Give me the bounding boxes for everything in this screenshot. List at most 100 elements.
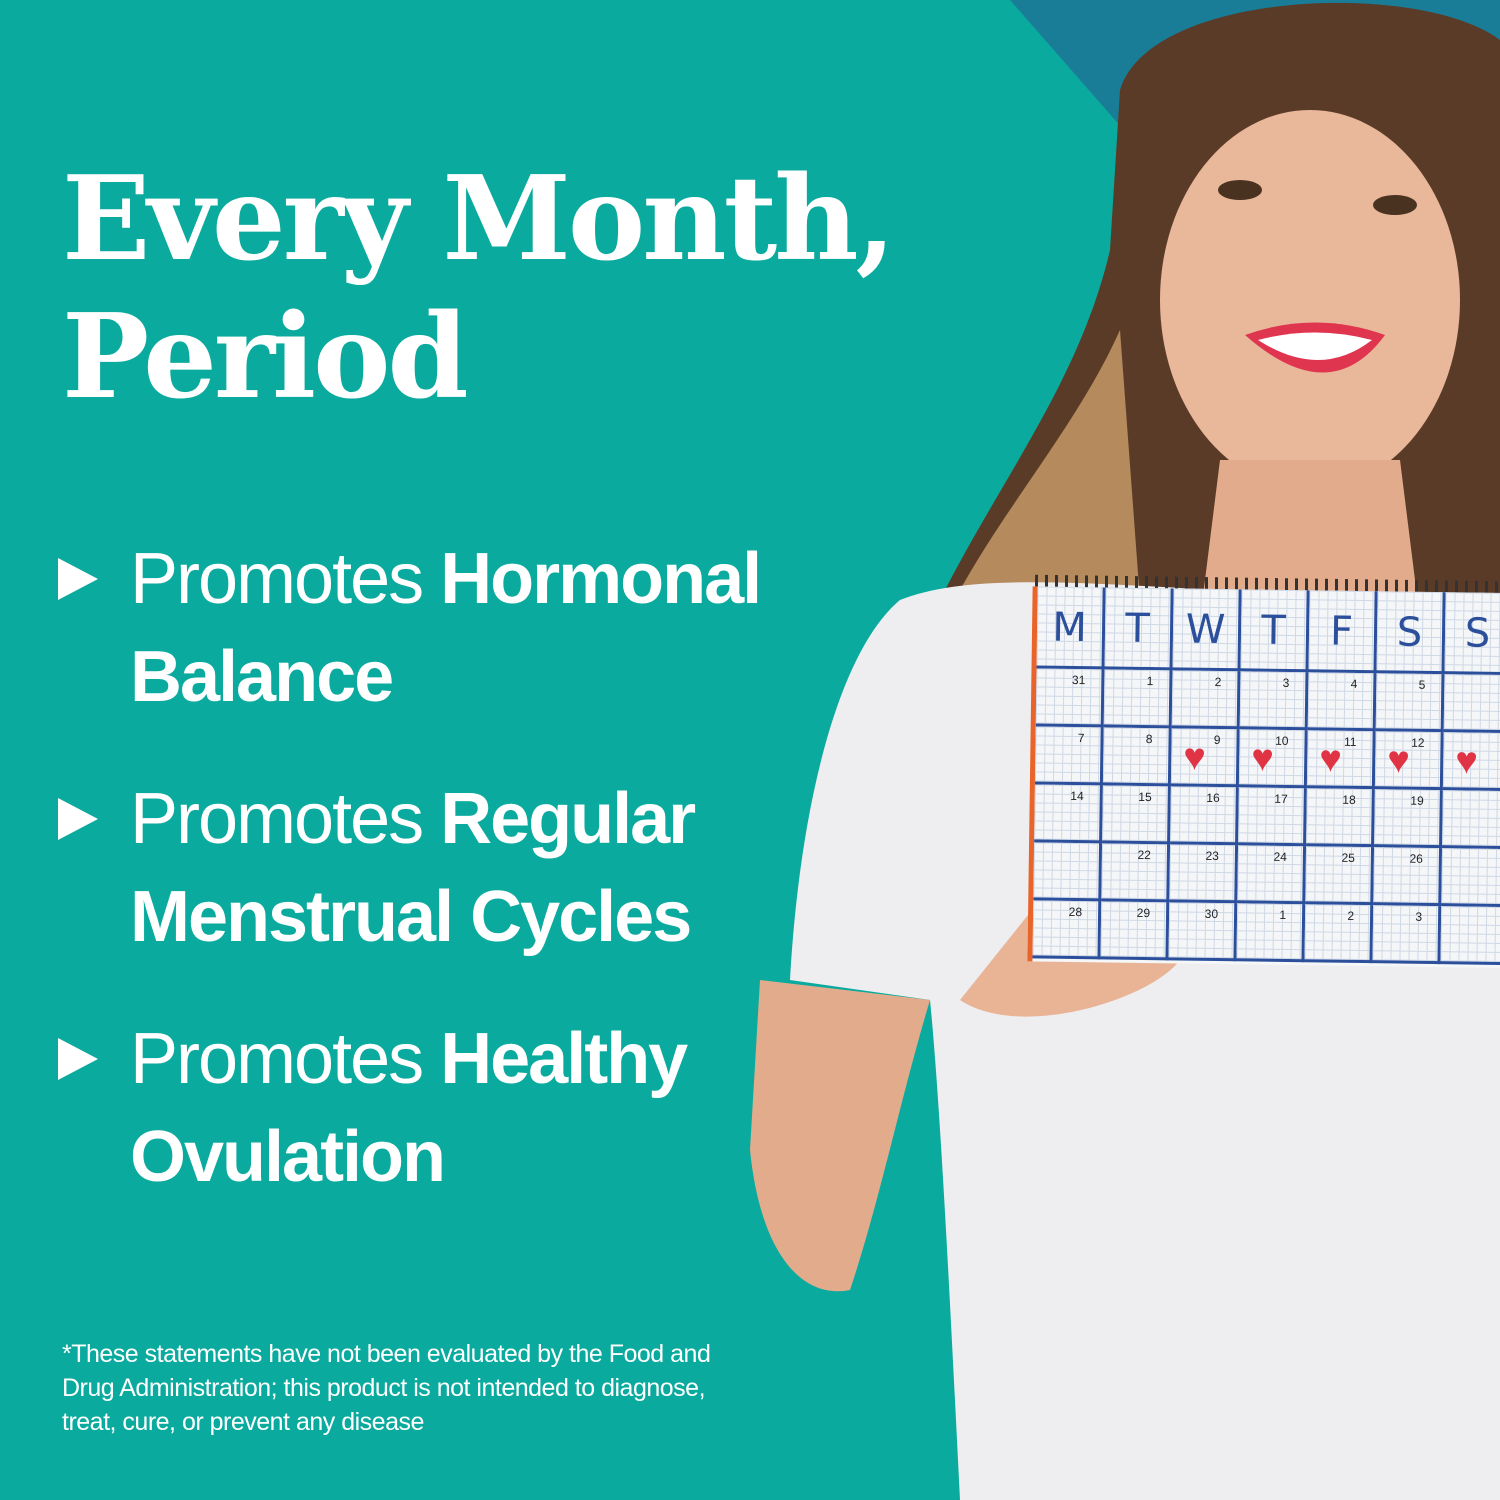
calendar-cell: 3 xyxy=(1372,905,1442,965)
calendar-date: 3 xyxy=(1282,675,1290,690)
calendar-cell: 7 xyxy=(1034,726,1104,786)
calendar-date: 19 xyxy=(1410,793,1424,808)
triangle-bullet-icon xyxy=(58,1038,98,1080)
benefit-prefix: Promotes xyxy=(130,779,441,859)
calendar-cell: 18 xyxy=(1306,788,1375,848)
benefit-bold: Regular xyxy=(440,779,696,859)
calendar-day-header: F xyxy=(1308,590,1378,674)
teeth xyxy=(1258,332,1372,360)
calendar-date: 16 xyxy=(1206,790,1220,806)
calendar-date: 30 xyxy=(1204,906,1219,922)
calendar-date: 23 xyxy=(1205,848,1219,864)
calendar-cell xyxy=(1441,848,1500,908)
heart-icon: ♥ xyxy=(1250,737,1275,780)
calendar-cell xyxy=(1442,790,1500,850)
benefit-bold: Healthy xyxy=(440,1019,688,1099)
benefit-bold: Menstrual Cycles xyxy=(130,877,692,957)
calendar-cell: ♥ 12 xyxy=(1374,731,1444,791)
headline-line-2: Period xyxy=(62,289,469,425)
calendar-date: 12 xyxy=(1411,735,1425,750)
calendar-cell: ♥ 9 xyxy=(1170,728,1240,788)
calendar-cell: 15 xyxy=(1102,785,1171,845)
benefit-item: Promotes Regular Menstrual Cycles xyxy=(58,770,858,966)
calendar-cell: 30 xyxy=(1168,902,1238,962)
triangle-bullet-icon xyxy=(58,558,98,600)
calendar-day-header: S xyxy=(1376,591,1446,675)
calendar-date: 14 xyxy=(1070,788,1084,804)
calendar-cell: 3 xyxy=(1239,671,1309,731)
calendar-date: 2 xyxy=(1347,908,1355,923)
calendar-day-header: W xyxy=(1172,588,1242,672)
calendar-date: 9 xyxy=(1213,732,1221,748)
calendar-cell: 31 xyxy=(1035,668,1105,728)
calendar-day-header: T xyxy=(1104,587,1174,671)
calendar-date: 15 xyxy=(1138,789,1152,805)
calendar-date: 11 xyxy=(1343,734,1357,749)
calendar-date: 2 xyxy=(1214,674,1222,690)
benefit-bold: Ovulation xyxy=(130,1117,446,1197)
calendar-cell: ♥ 11 xyxy=(1306,730,1376,790)
calendar-date: 17 xyxy=(1274,791,1288,806)
calendar-day-header: T xyxy=(1240,589,1310,673)
calendar-grid: M T W T F S S 31 1 2 3 4 5 7 8 ♥ 9 ♥ 10 ♥ 11 ♥ 12 ♥ 14 15 16 17 18 19… xyxy=(1032,586,1500,966)
calendar-cell: 2 xyxy=(1171,670,1241,730)
calendar-cell: 17 xyxy=(1238,787,1307,847)
calendar-cell xyxy=(1443,674,1500,734)
calendar-date: 1 xyxy=(1279,907,1287,922)
calendar-cell xyxy=(1033,842,1103,902)
calendar-cell: 8 xyxy=(1102,727,1172,787)
triangle-bullet-icon xyxy=(58,798,98,840)
calendar-cell: ♥ xyxy=(1442,732,1500,792)
benefit-item: Promotes Healthy Ovulation xyxy=(58,1010,858,1206)
calendar-day-header: S xyxy=(1444,592,1500,676)
calendar-date: 22 xyxy=(1137,847,1152,863)
calendar-cell: 1 xyxy=(1103,669,1173,729)
benefit-prefix: Promotes xyxy=(130,539,441,619)
calendar-cell xyxy=(1440,906,1500,966)
hair-light xyxy=(960,330,1140,600)
calendar-date: 4 xyxy=(1350,676,1358,691)
fda-disclaimer: *These statements have not been evaluate… xyxy=(62,1340,711,1436)
calendar-date: 24 xyxy=(1273,849,1287,864)
calendar-cell: 24 xyxy=(1237,845,1307,905)
calendar-date: 26 xyxy=(1409,851,1423,866)
calendar-date: 8 xyxy=(1145,731,1153,747)
calendar-date: 28 xyxy=(1068,904,1083,920)
headline: Every Month, Period xyxy=(62,150,896,426)
heart-icon: ♥ xyxy=(1318,738,1343,781)
calendar-date: 3 xyxy=(1415,909,1423,924)
calendar-cell: 4 xyxy=(1307,672,1377,732)
face xyxy=(1160,110,1460,490)
calendar-cell: 5 xyxy=(1375,673,1445,733)
calendar-cell: 1 xyxy=(1236,903,1306,963)
calendar-day-header: M xyxy=(1036,586,1106,670)
eye-left xyxy=(1218,180,1262,200)
arm xyxy=(750,980,930,1292)
benefit-prefix: Promotes xyxy=(130,1019,441,1099)
calendar-cell: 2 xyxy=(1304,904,1374,964)
calendar-cell: 22 xyxy=(1101,843,1171,903)
calendar-cell: 28 xyxy=(1032,900,1102,960)
benefit-item: Promotes Hormonal Balance xyxy=(58,530,858,726)
benefit-bold: Balance xyxy=(130,637,394,717)
heart-icon: ♥ xyxy=(1182,736,1207,779)
calendar-cell: 23 xyxy=(1169,844,1239,904)
calendar-date: 25 xyxy=(1341,850,1355,865)
calendar: M T W T F S S 31 1 2 3 4 5 7 8 ♥ 9 ♥ 10 ♥ 11 ♥ 12 ♥ 14 15 16 17 18 19… xyxy=(1027,586,1500,969)
calendar-date: 10 xyxy=(1275,733,1289,748)
calendar-date: 1 xyxy=(1146,673,1154,689)
benefit-bold: Hormonal xyxy=(440,539,762,619)
benefit-list: Promotes Hormonal Balance Promotes Regul… xyxy=(58,530,858,1250)
calendar-cell: 25 xyxy=(1305,846,1375,906)
calendar-cell: 14 xyxy=(1034,784,1103,844)
calendar-cell: 29 xyxy=(1100,901,1170,961)
eye-right xyxy=(1373,195,1417,215)
headline-line-1: Every Month, xyxy=(62,151,896,287)
calendar-cell: 19 xyxy=(1374,789,1443,849)
heart-icon: ♥ xyxy=(1454,740,1479,783)
calendar-cell: 26 xyxy=(1373,847,1443,907)
calendar-date: 7 xyxy=(1077,731,1085,746)
calendar-date: 31 xyxy=(1071,672,1086,688)
heart-icon: ♥ xyxy=(1386,739,1411,782)
calendar-cell: 16 xyxy=(1170,786,1239,846)
